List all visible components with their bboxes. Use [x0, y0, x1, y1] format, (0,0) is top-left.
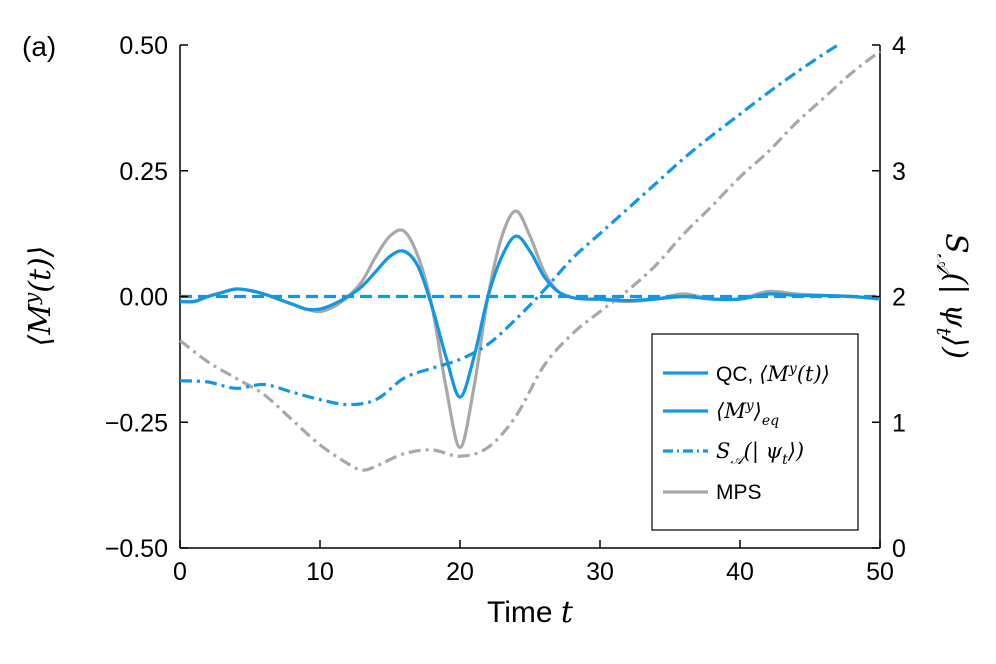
x-tick-label: 20 — [446, 558, 474, 586]
y-right-tick-label: 0 — [892, 535, 906, 563]
y-axis-label-right: S𝒜(| ψt⟩) — [932, 233, 973, 359]
y-left-tick-label: 0.25 — [119, 158, 168, 186]
y-left-tick-label: −0.25 — [105, 409, 168, 437]
legend-label-ent: S𝒜(| ψt⟩) — [716, 439, 804, 468]
y-right-tick-label: 4 — [892, 32, 906, 60]
panel-label: (a) — [22, 31, 56, 62]
x-tick-label: 30 — [586, 558, 614, 586]
y-right-tick-label: 2 — [892, 284, 906, 312]
y-left-tick-label: 0.00 — [119, 284, 168, 312]
y-right-tick-label: 1 — [892, 409, 906, 437]
y-left-tick-label: −0.50 — [105, 535, 168, 563]
x-axis-label: Time t — [487, 595, 574, 630]
series-line-4 — [179, 50, 881, 472]
x-tick-label: 50 — [866, 558, 894, 586]
series-line-2 — [179, 43, 839, 407]
legend-label-mps: MPS — [716, 481, 762, 504]
y-axis-label-left: ⟨My(t)⟩ — [19, 246, 58, 347]
x-tick-label: 40 — [726, 558, 754, 586]
x-tick-label: 10 — [306, 558, 334, 586]
legend-label-eq: ⟨My⟩eq — [716, 398, 779, 429]
y-right-tick-label: 3 — [892, 158, 906, 186]
series-layer — [179, 43, 881, 472]
y-left-tick-label: 0.50 — [119, 32, 168, 60]
series-line-0 — [179, 234, 881, 399]
legend: QC, ⟨My(t)⟩ ⟨My⟩eq S𝒜(| ψt⟩) MPS — [651, 333, 859, 531]
legend-box — [651, 333, 859, 531]
x-tick-label: 0 — [173, 558, 187, 586]
legend-label-qc: QC, ⟨My(t)⟩ — [716, 361, 830, 386]
